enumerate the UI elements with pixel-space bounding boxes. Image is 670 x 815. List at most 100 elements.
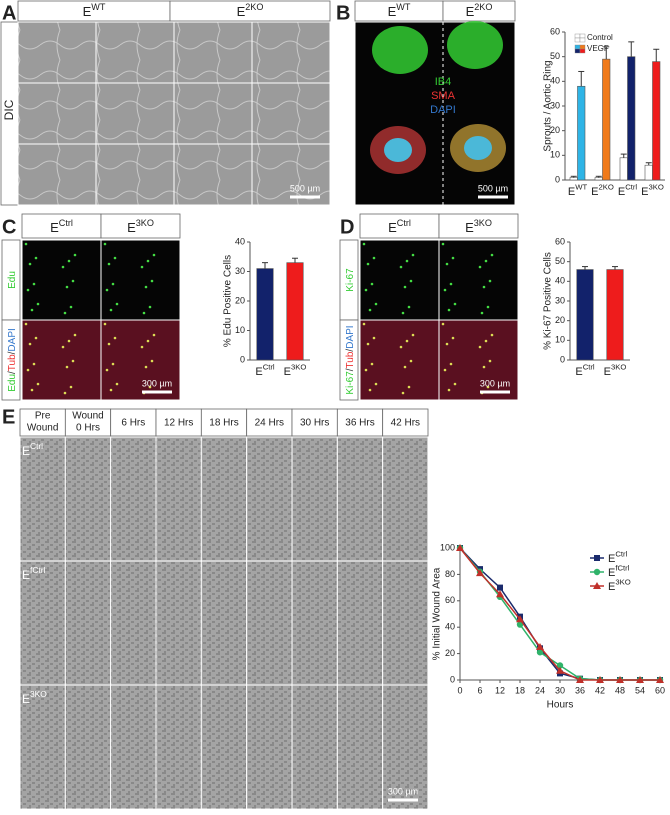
- row-box: [339, 319, 359, 401]
- row-label-part: Tub: [7, 354, 18, 371]
- micrograph: [95, 82, 175, 145]
- marker: [576, 676, 584, 683]
- legend-swatch: [574, 44, 581, 50]
- stain-label: DAPI: [430, 104, 456, 116]
- label-sup: 3KO: [474, 218, 492, 228]
- nucleus: [453, 302, 457, 306]
- label-sup: 3KO: [30, 689, 47, 699]
- label-sup: 2KO: [598, 183, 613, 192]
- time-header: Pre: [35, 411, 51, 422]
- nucleus: [34, 336, 38, 340]
- nucleus: [484, 259, 488, 263]
- nucleus: [69, 385, 73, 389]
- micrograph: [251, 21, 331, 84]
- nucleus: [445, 262, 449, 266]
- label-base: E: [22, 568, 30, 582]
- row-label-part: DAPI: [7, 328, 18, 351]
- x-tick-label: 42: [595, 685, 605, 695]
- row-label-part: Ki-67: [345, 371, 356, 395]
- row-label-part: /: [345, 368, 356, 371]
- micrograph: [21, 239, 102, 321]
- marker: [497, 584, 503, 591]
- legend-label: E3KO: [608, 578, 631, 593]
- nucleus: [73, 333, 77, 337]
- label-sup: 3KO: [648, 183, 663, 192]
- legend-label: Control: [587, 33, 613, 42]
- y-tick-label: 0: [240, 354, 245, 364]
- micrograph: [64, 436, 112, 562]
- line: [459, 547, 660, 681]
- bar: [652, 61, 661, 181]
- header-box: [442, 0, 516, 22]
- y-tick-label: 60: [550, 26, 560, 36]
- y-tick-label: 30: [550, 100, 560, 110]
- row-label: Edu/Tub/DAPI: [7, 328, 18, 392]
- nucleus: [107, 342, 111, 346]
- legend-swatch: [574, 37, 581, 43]
- column-header: EWT: [83, 2, 106, 19]
- stain-label: IB4: [435, 76, 452, 88]
- nucleus: [26, 368, 30, 372]
- x-tick-label: E3KO: [284, 363, 307, 378]
- label-base: E: [618, 186, 625, 198]
- x-tick-label: EWT: [568, 183, 588, 198]
- nucleus: [30, 388, 34, 392]
- marker: [456, 544, 464, 551]
- label-sup: Ctrl: [263, 363, 275, 372]
- nucleus: [409, 279, 413, 283]
- row-label-part: /: [345, 349, 356, 352]
- label-sup: Ctrl: [625, 183, 637, 192]
- micrograph: [200, 684, 248, 810]
- nucleus: [443, 288, 447, 292]
- y-tick-label: 0: [555, 174, 560, 184]
- label-base: E: [255, 366, 262, 378]
- nucleus: [368, 388, 372, 392]
- header-box: [200, 408, 248, 437]
- nucleus: [115, 302, 119, 306]
- bar: [286, 262, 304, 361]
- nucleus: [451, 256, 455, 260]
- x-tick-label: 24: [535, 685, 545, 695]
- nucleus: [63, 391, 67, 395]
- header-box: [336, 408, 384, 437]
- nucleus: [67, 339, 71, 343]
- bar: [644, 164, 653, 181]
- row-label-part: Ki-67: [345, 268, 356, 292]
- nucleus: [441, 322, 445, 326]
- x-tick-label: 0: [457, 685, 462, 695]
- label-base: E: [237, 4, 246, 19]
- nucleus: [26, 288, 30, 292]
- bar: [602, 58, 611, 181]
- marker: [656, 676, 664, 683]
- label-base: E: [608, 553, 615, 565]
- micrograph: [382, 560, 429, 686]
- nucleus: [71, 359, 75, 363]
- y-tick-label: 40: [550, 76, 560, 86]
- nucleus: [28, 262, 32, 266]
- nucleus: [486, 305, 490, 309]
- micrograph: [173, 143, 253, 206]
- nucleus: [148, 305, 152, 309]
- nucleus: [403, 365, 407, 369]
- label-base: E: [575, 366, 582, 378]
- bar: [576, 269, 594, 361]
- nucleus: [490, 253, 494, 257]
- nucleus: [103, 322, 107, 326]
- header-box: [438, 213, 519, 239]
- bar: [577, 85, 586, 181]
- aortic-ring: [372, 26, 428, 74]
- nucleus: [36, 382, 40, 386]
- label-sup: Ctrl: [59, 218, 73, 228]
- nucleus: [399, 265, 403, 269]
- nucleus: [368, 308, 372, 312]
- y-tick-label: 100: [440, 542, 455, 552]
- nucleus: [146, 339, 150, 343]
- y-tick-label: 20: [555, 315, 565, 325]
- nucleus: [370, 282, 374, 286]
- row-label: ECtrl: [22, 441, 43, 458]
- label-base: E: [641, 186, 648, 198]
- marker: [496, 590, 504, 598]
- row-label-part: Edu: [7, 374, 18, 392]
- micrograph: [336, 436, 384, 562]
- y-tick-label: 10: [235, 325, 245, 335]
